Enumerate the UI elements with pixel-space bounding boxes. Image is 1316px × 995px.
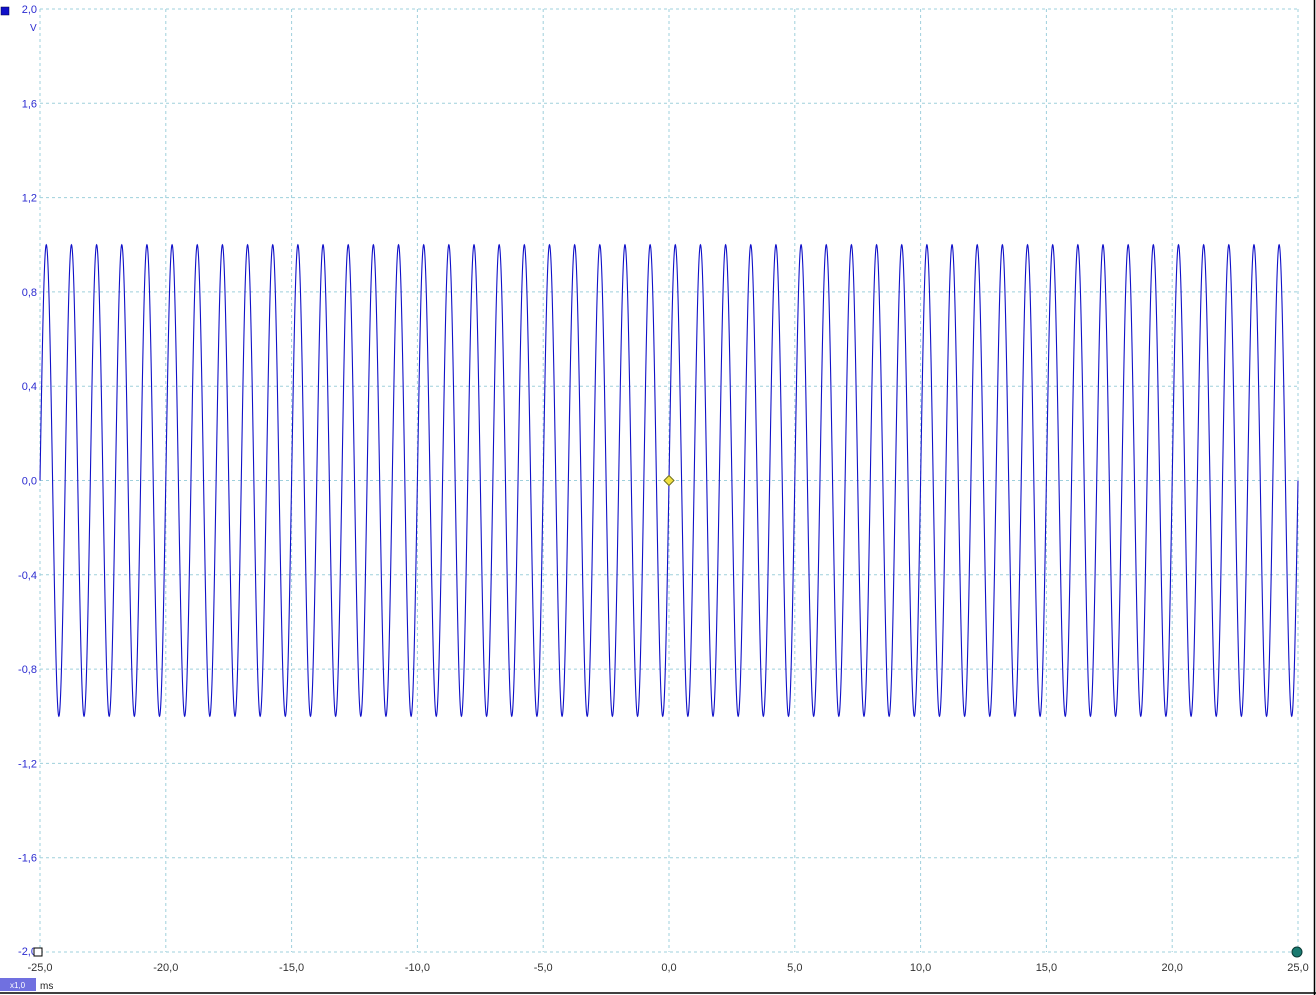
y-tick-label: -0,4 xyxy=(18,570,37,582)
y-tick-label: 1,2 xyxy=(22,193,37,205)
y-axis-labels: 2,0 1,6 1,2 0,8 0,4 0,0 -0,4 -0,8 -1,2 -1,6 -2,0 xyxy=(18,4,37,958)
x-tick-label: -10,0 xyxy=(405,962,430,974)
y-tick-label: 0,0 xyxy=(22,476,37,488)
y-tick-label: 0,8 xyxy=(22,287,37,299)
zoom-badge[interactable] xyxy=(0,978,36,991)
y-tick-label: 1,6 xyxy=(22,98,37,110)
x-tick-label: -20,0 xyxy=(153,962,178,974)
y-tick-label: 0,4 xyxy=(22,381,37,393)
x-tick-label: 0,0 xyxy=(661,962,676,974)
x-tick-label: 15,0 xyxy=(1036,962,1057,974)
y-tick-label: 2,0 xyxy=(22,4,37,16)
x-tick-label: 20,0 xyxy=(1161,962,1182,974)
trigger-marker[interactable] xyxy=(663,474,675,487)
y-tick-label: -1,2 xyxy=(18,758,37,770)
channel-a-indicator[interactable] xyxy=(0,6,10,16)
x-tick-label: -5,0 xyxy=(534,962,553,974)
x-tick-label: -15,0 xyxy=(279,962,304,974)
y-tick-label: -1,6 xyxy=(18,853,37,865)
grid-lines xyxy=(39,8,1299,953)
y-unit-label: V xyxy=(30,23,37,34)
zoom-label: x1,0 xyxy=(10,981,26,990)
x-tick-label: 25,0 xyxy=(1287,962,1308,974)
x-tick-label: 5,0 xyxy=(787,962,802,974)
left-ruler-handle[interactable] xyxy=(33,947,43,957)
x-tick-label: -25,0 xyxy=(27,962,52,974)
x-axis-labels: -25,0 -20,0 -15,0 -10,0 -5,0 0,0 5,0 10,0 15,0 20… xyxy=(27,962,1308,974)
x-unit-label: ms xyxy=(40,981,53,992)
end-marker[interactable] xyxy=(1291,946,1303,958)
x-tick-label: 10,0 xyxy=(910,962,931,974)
y-tick-label: -2,0 xyxy=(18,946,37,958)
y-tick-label: -0,8 xyxy=(18,664,37,676)
